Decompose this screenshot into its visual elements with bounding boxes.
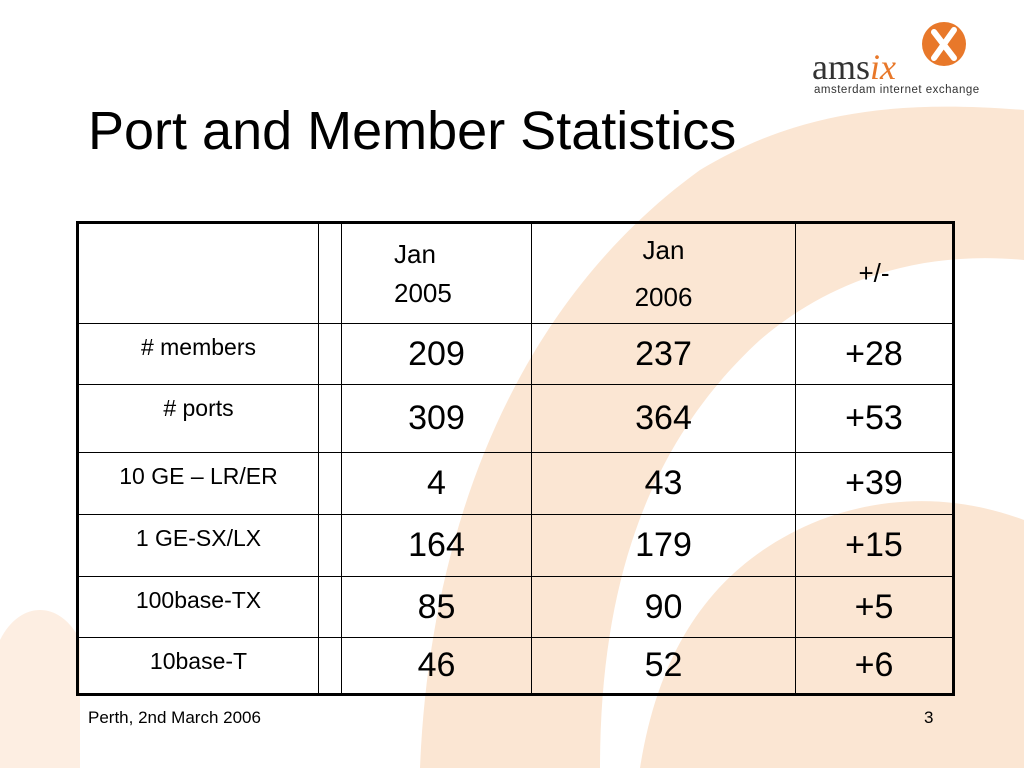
row-label: # members	[77, 323, 319, 385]
value-jan-2006: 179	[531, 514, 796, 577]
value-jan-2006: 52	[531, 637, 796, 695]
header-jan-2006: Jan 2006	[531, 222, 796, 324]
table-row: 1 GE-SX/LX 164 179 +15	[77, 514, 954, 577]
header-jan-2005: Jan 2005	[341, 222, 532, 324]
row-label: # ports	[77, 384, 319, 453]
table-row: 10 GE – LR/ER 4 43 +39	[77, 452, 954, 515]
table-row: # ports 309 364 +53	[77, 384, 954, 453]
row-label: 10base-T	[77, 637, 319, 695]
spacer-cell	[318, 576, 342, 638]
stats-table: Jan 2005 Jan 2006 +/- # members 209 237 +2…	[76, 221, 955, 696]
table-row: 10base-T 46 52 +6	[77, 637, 954, 695]
value-delta: +28	[795, 323, 954, 385]
logo-wordmark: amsix	[812, 47, 896, 87]
value-jan-2006: 90	[531, 576, 796, 638]
spacer-cell	[318, 637, 342, 695]
value-delta: +53	[795, 384, 954, 453]
spacer-cell	[318, 384, 342, 453]
row-label: 10 GE – LR/ER	[77, 452, 319, 515]
table-row: 100base-TX 85 90 +5	[77, 576, 954, 638]
amsix-logo: amsix amsterdam internet exchange	[812, 18, 1002, 102]
value-jan-2005: 4	[341, 452, 532, 515]
logo-tagline: amsterdam internet exchange	[814, 84, 980, 96]
row-label: 1 GE-SX/LX	[77, 514, 319, 577]
value-delta: +6	[795, 637, 954, 695]
row-label: 100base-TX	[77, 576, 319, 638]
spacer-cell	[318, 452, 342, 515]
value-jan-2005: 209	[341, 323, 532, 385]
page-title: Port and Member Statistics	[88, 101, 737, 161]
spacer-cell	[318, 323, 342, 385]
swoosh-left-edge	[0, 610, 80, 768]
table-header-row: Jan 2005 Jan 2006 +/-	[77, 222, 954, 324]
value-delta: +39	[795, 452, 954, 515]
value-jan-2005: 46	[341, 637, 532, 695]
page-number: 3	[924, 708, 934, 727]
header-delta: +/-	[795, 222, 954, 324]
value-jan-2006: 364	[531, 384, 796, 453]
value-jan-2006: 237	[531, 323, 796, 385]
value-delta: +5	[795, 576, 954, 638]
spacer-cell	[318, 222, 342, 324]
header-blank-cell	[77, 222, 319, 324]
value-jan-2005: 309	[341, 384, 532, 453]
value-jan-2006: 43	[531, 452, 796, 515]
table-row: # members 209 237 +28	[77, 323, 954, 385]
value-jan-2005: 85	[341, 576, 532, 638]
spacer-cell	[318, 514, 342, 577]
footer-date-location: Perth, 2nd March 2006	[88, 708, 261, 727]
value-jan-2005: 164	[341, 514, 532, 577]
logo-x-mark-icon	[922, 22, 966, 66]
value-delta: +15	[795, 514, 954, 577]
